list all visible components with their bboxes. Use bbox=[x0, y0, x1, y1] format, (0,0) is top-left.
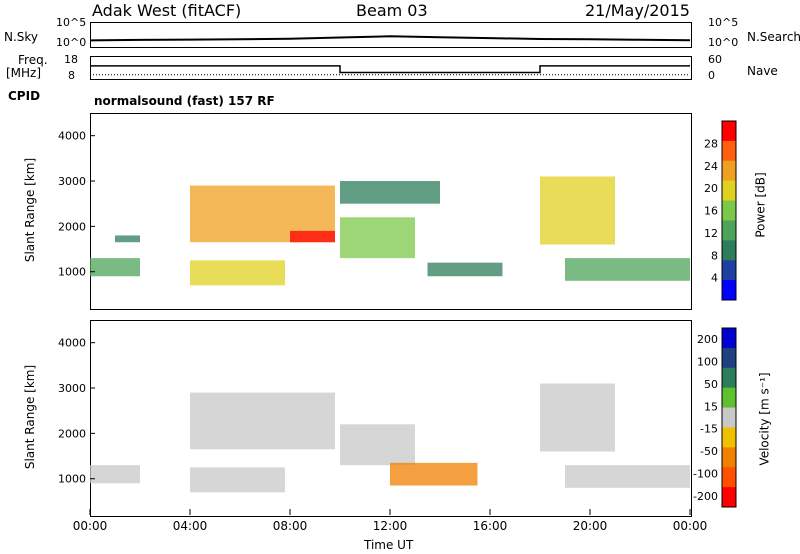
velocity-echo-region bbox=[190, 392, 335, 450]
power-colorbar-swatch bbox=[722, 240, 736, 261]
noise-right-tick-bottom: 10^0 bbox=[708, 36, 739, 49]
power-echo-region bbox=[540, 176, 615, 245]
velocity-echo-region bbox=[190, 467, 285, 493]
power-colorbar-swatch bbox=[722, 220, 736, 241]
velocity-colorbar-tick: -100 bbox=[693, 467, 718, 480]
velocity-colorbar-swatch bbox=[722, 367, 736, 389]
velocity-ytick-label: 3000 bbox=[58, 382, 86, 395]
power-colorbar-swatch bbox=[722, 140, 736, 162]
velocity-colorbar-label: Velocity [m s⁻¹] bbox=[757, 372, 772, 466]
power-ytick-label: 3000 bbox=[58, 175, 86, 188]
velocity-colorbar-tick: -15 bbox=[700, 423, 718, 436]
velocity-colorbar-tick: 50 bbox=[704, 378, 718, 391]
freq-left-tick-bottom: 8 bbox=[68, 69, 75, 82]
power-colorbar-label: Power [dB] bbox=[753, 172, 768, 238]
noise-panel-frame bbox=[90, 22, 692, 48]
date-title: 21/May/2015 bbox=[585, 1, 690, 20]
power-colorbar-swatch bbox=[722, 121, 736, 142]
power-ytick-label: 2000 bbox=[58, 220, 86, 233]
power-ytick-label: 4000 bbox=[58, 130, 86, 143]
noise-series-line bbox=[89, 35, 691, 42]
power-colorbar-swatch bbox=[722, 260, 736, 281]
power-colorbar-tick: 4 bbox=[711, 272, 718, 285]
cpid-value: normalsound (fast) 157 RF bbox=[94, 94, 275, 108]
velocity-colorbar-tick: -50 bbox=[700, 445, 718, 458]
velocity-echo-region bbox=[565, 465, 690, 488]
power-echo-region bbox=[190, 260, 285, 286]
x-tick-label: 16:00 bbox=[473, 519, 508, 533]
velocity-colorbar-swatch bbox=[722, 407, 736, 428]
power-colorbar-tick: 16 bbox=[704, 205, 718, 218]
power-colorbar-swatch bbox=[722, 280, 736, 301]
freq-left-tick-top: 18 bbox=[64, 53, 78, 66]
power-echo-region bbox=[290, 230, 335, 243]
velocity-ytick-label: 4000 bbox=[58, 337, 86, 350]
power-echo-region bbox=[427, 262, 503, 277]
freq-right-tick-bottom: 0 bbox=[708, 69, 715, 82]
power-echo-region bbox=[340, 217, 415, 259]
noise-left-tick-bottom: 10^0 bbox=[56, 36, 87, 49]
velocity-colorbar-tick: -200 bbox=[693, 490, 718, 503]
power-colorbar-swatch bbox=[722, 160, 736, 182]
noise-left-label: N.Sky bbox=[4, 30, 39, 44]
noise-right-tick-top: 10^5 bbox=[708, 16, 739, 29]
power-colorbar-tick: 20 bbox=[704, 182, 718, 195]
power-echo-region bbox=[565, 258, 690, 281]
velocity-echo-region bbox=[540, 383, 615, 452]
freq-right-tick-top: 60 bbox=[708, 53, 722, 66]
x-tick-label: 12:00 bbox=[373, 519, 408, 533]
power-echo-region bbox=[115, 235, 140, 243]
x-tick-label: 00:00 bbox=[673, 519, 708, 533]
x-tick-label: 08:00 bbox=[273, 519, 308, 533]
velocity-colorbar-swatch bbox=[722, 328, 736, 349]
power-colorbar-swatch bbox=[722, 180, 736, 202]
noise-right-label: N.Search bbox=[747, 30, 800, 44]
cpid-label: CPID bbox=[8, 89, 41, 103]
velocity-colorbar-swatch bbox=[722, 427, 736, 448]
frequency-series-line bbox=[90, 65, 690, 74]
freq-left-label: Freq. bbox=[18, 53, 48, 67]
velocity-colorbar-tick: 200 bbox=[697, 333, 718, 346]
noise-left-tick-top: 10^5 bbox=[56, 16, 87, 29]
velocity-colorbar-swatch bbox=[722, 347, 736, 369]
velocity-ytick-label: 1000 bbox=[58, 473, 86, 486]
velocity-ylabel: Slant Range [km] bbox=[23, 364, 38, 470]
velocity-echo-region bbox=[390, 462, 478, 486]
freq-left-unit: [MHz] bbox=[6, 66, 42, 80]
velocity-colorbar-tick: 100 bbox=[697, 356, 718, 369]
velocity-colorbar-tick: 15 bbox=[704, 400, 718, 413]
power-colorbar-swatch bbox=[722, 200, 736, 221]
beam-title: Beam 03 bbox=[356, 1, 428, 20]
power-colorbar-tick: 28 bbox=[704, 137, 718, 150]
x-tick-label: 20:00 bbox=[573, 519, 608, 533]
station-title: Adak West (fitACF) bbox=[92, 1, 242, 20]
velocity-colorbar-swatch bbox=[722, 467, 736, 488]
power-colorbar-tick: 12 bbox=[704, 227, 718, 240]
power-echo-region bbox=[90, 258, 140, 277]
freq-right-label: Nave bbox=[747, 64, 778, 78]
velocity-echo-region bbox=[90, 465, 140, 484]
velocity-echo-region bbox=[340, 424, 415, 466]
velocity-colorbar-swatch bbox=[722, 387, 736, 409]
velocity-colorbar-swatch bbox=[722, 487, 736, 508]
velocity-ytick-label: 2000 bbox=[58, 427, 86, 440]
x-tick-label: 04:00 bbox=[173, 519, 208, 533]
power-ylabel: Slant Range [km] bbox=[23, 157, 38, 263]
power-echo-region bbox=[340, 181, 440, 204]
x-tick-label: 00:00 bbox=[73, 519, 108, 533]
velocity-colorbar-frame bbox=[721, 327, 737, 508]
power-colorbar-tick: 8 bbox=[711, 249, 718, 262]
power-colorbar-tick: 24 bbox=[704, 160, 718, 173]
x-axis-title: Time UT bbox=[364, 538, 414, 552]
power-colorbar-frame bbox=[721, 120, 737, 301]
frequency-panel-frame bbox=[90, 56, 692, 80]
velocity-colorbar-swatch bbox=[722, 447, 736, 468]
power-ytick-label: 1000 bbox=[58, 266, 86, 279]
